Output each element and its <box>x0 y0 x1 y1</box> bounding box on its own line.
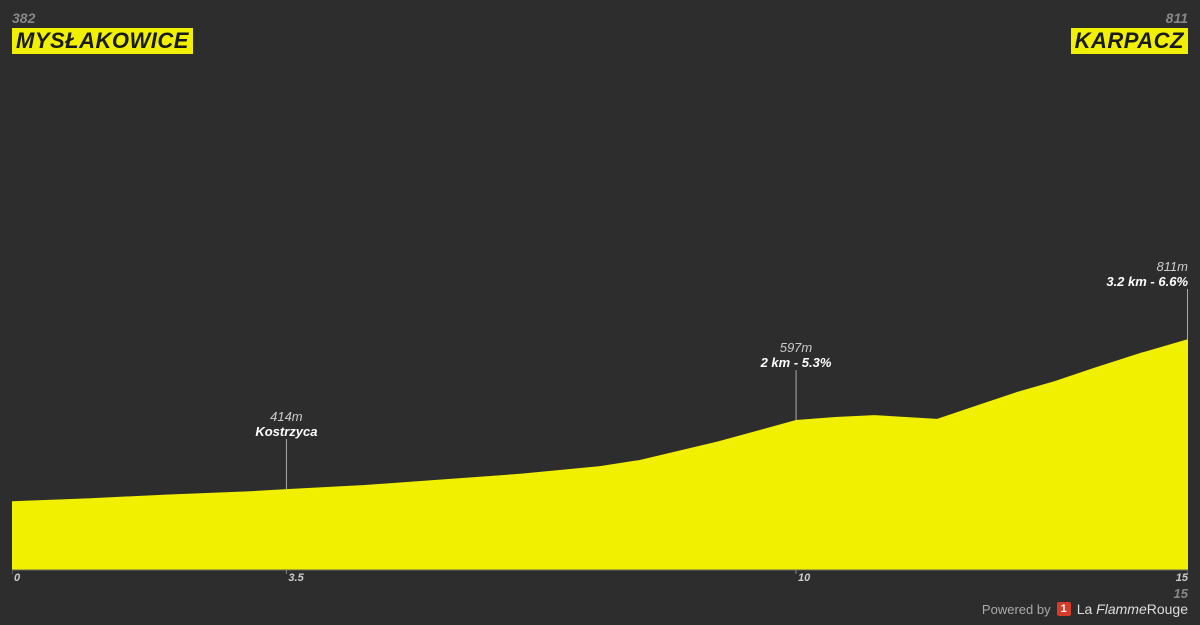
flame-badge-icon: 1 <box>1057 602 1071 616</box>
finish-city: KARPACZ <box>1071 28 1188 54</box>
marker-segment: 3.2 km - 6.6% <box>1106 274 1188 289</box>
profile-marker: 811m3.2 km - 6.6% <box>1106 259 1188 289</box>
start-altitude: 382 <box>12 10 193 26</box>
elevation-svg <box>12 60 1188 585</box>
total-distance-label: 15 <box>1174 586 1188 601</box>
start-city: MYSŁAKOWICE <box>12 28 193 54</box>
x-tick-label: 0 <box>14 572 20 584</box>
profile-marker: 597m2 km - 5.3% <box>761 340 832 370</box>
finish-header: 811 KARPACZ <box>1071 10 1188 54</box>
marker-line <box>1187 289 1188 339</box>
elevation-chart <box>12 60 1188 585</box>
marker-altitude: 414m <box>255 409 317 424</box>
elevation-area <box>12 339 1188 570</box>
powered-by-text: Powered by <box>982 602 1051 617</box>
brand-name: La FlammeRouge <box>1077 601 1188 617</box>
marker-altitude: 597m <box>761 340 832 355</box>
x-tick-label: 10 <box>798 572 810 584</box>
start-header: 382 MYSŁAKOWICE <box>12 10 193 54</box>
x-tick-label: 3.5 <box>288 572 303 584</box>
footer: Powered by 1 La FlammeRouge <box>982 601 1188 617</box>
marker-line <box>286 439 287 489</box>
marker-name: Kostrzyca <box>255 424 317 439</box>
marker-line <box>796 370 797 420</box>
profile-marker: 414mKostrzyca <box>255 409 317 439</box>
elevation-profile-container: 382 MYSŁAKOWICE 811 KARPACZ 15 Powered b… <box>0 0 1200 625</box>
finish-altitude: 811 <box>1071 10 1188 26</box>
marker-altitude: 811m <box>1106 259 1188 274</box>
marker-segment: 2 km - 5.3% <box>761 355 832 370</box>
x-tick-label: 15 <box>1176 572 1188 584</box>
